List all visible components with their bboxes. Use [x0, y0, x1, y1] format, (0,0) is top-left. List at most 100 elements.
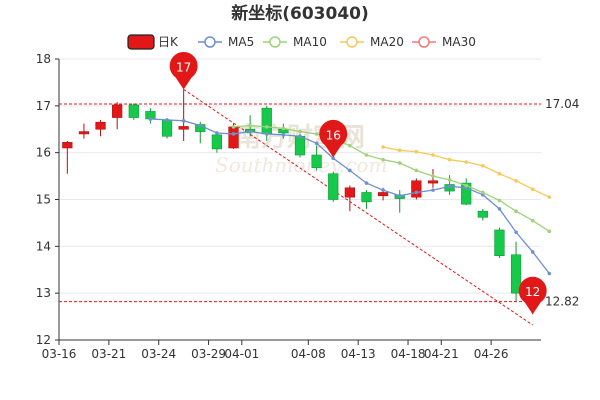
ma-point: [314, 141, 319, 146]
legend-item-ma20[interactable]: MA20: [340, 35, 404, 49]
x-tick-label: 03-21: [91, 347, 126, 361]
ma-point: [248, 123, 252, 128]
x-tick-label: 04-21: [424, 347, 459, 361]
candle-body: [211, 134, 223, 150]
ma-point: [381, 188, 385, 192]
candle-body: [494, 229, 505, 256]
legend-swatch-dot: [204, 36, 216, 48]
ma-point: [514, 178, 518, 183]
legend-label: MA10: [293, 35, 327, 49]
reference-line-label: 12.82: [545, 295, 579, 309]
legend-item-日k[interactable]: 日K: [127, 34, 179, 50]
ma-point: [514, 230, 518, 235]
candle-body: [477, 210, 488, 218]
candle-body: [62, 142, 73, 149]
candle: [161, 118, 173, 139]
legend-item-ma30[interactable]: MA30: [412, 35, 476, 49]
candle: [178, 89, 189, 141]
candle: [461, 178, 472, 206]
ma-point: [497, 198, 502, 203]
y-tick-label: 17: [36, 99, 51, 113]
legend-item-ma5[interactable]: MA5: [198, 35, 254, 49]
candle: [95, 119, 106, 137]
ma-point: [530, 187, 535, 191]
ma-point: [381, 145, 385, 149]
ma-point: [165, 118, 169, 122]
ma-point: [414, 168, 419, 173]
candle: [510, 241, 522, 302]
candle: [128, 103, 139, 120]
ma-point: [397, 161, 402, 165]
ma-point: [514, 209, 518, 214]
candle: [328, 171, 339, 202]
candle: [112, 102, 123, 130]
legend[interactable]: 日K MA5 MA10 MA20 MA30: [127, 34, 476, 50]
candle: [361, 190, 372, 209]
x-tick-label: 03-24: [141, 347, 176, 361]
ma-point: [314, 132, 319, 136]
candle-body: [377, 192, 389, 197]
candle-body: [461, 182, 472, 205]
price-markers: 17 16 12: [169, 51, 547, 315]
ma-point: [547, 229, 552, 234]
candle-body: [510, 254, 522, 294]
candle-body: [344, 187, 355, 198]
x-tick-label: 04-26: [474, 347, 509, 361]
ma-point: [447, 184, 452, 189]
ma-point: [497, 171, 502, 176]
ma-point: [364, 153, 369, 157]
ma-point: [414, 149, 419, 154]
ma-point: [348, 143, 352, 148]
ma-point: [381, 157, 385, 162]
x-tick-label: 04-18: [391, 347, 426, 361]
price-marker: 17: [169, 51, 198, 90]
price-marker: 12: [518, 276, 547, 315]
candle-body: [411, 180, 422, 198]
ma-point: [181, 119, 186, 123]
ma-point: [298, 134, 302, 139]
ma-point: [298, 129, 302, 134]
ma-point: [481, 163, 485, 168]
candle-body: [328, 173, 339, 200]
chart-title: 新坐标(603040): [231, 3, 369, 24]
x-tick-label: 04-01: [224, 347, 259, 361]
candle: [494, 227, 505, 259]
marker-pin-shape: [518, 276, 547, 315]
candle-body: [112, 104, 123, 118]
y-tick-label: 15: [36, 193, 51, 207]
marker-pin-shape: [319, 119, 348, 158]
ma-point: [431, 188, 435, 192]
reference-line-label: 17.04: [545, 97, 579, 111]
ma-point: [481, 190, 485, 195]
marker-label: 16: [326, 128, 341, 142]
legend-swatch-dot: [269, 36, 281, 48]
ma-series-ma20: [381, 145, 552, 199]
ma-point: [547, 195, 552, 199]
candle: [344, 185, 355, 212]
price-marker: 16: [319, 119, 348, 158]
legend-item-ma10[interactable]: MA10: [263, 35, 327, 49]
y-tick-label: 12: [36, 333, 51, 347]
ma-point: [215, 131, 219, 135]
ma-point: [464, 160, 469, 164]
ma-point: [464, 183, 469, 188]
marker-pin-shape: [169, 51, 198, 90]
legend-label: 日K: [158, 35, 179, 49]
ma-series-ma5: [148, 117, 552, 276]
legend-label: MA20: [370, 35, 404, 49]
x-tick-label: 03-29: [191, 347, 226, 361]
ma-point: [530, 250, 535, 254]
ma-point: [281, 126, 286, 131]
trend-line: [183, 89, 533, 326]
candle: [62, 140, 73, 174]
y-tick-label: 13: [36, 286, 51, 300]
legend-swatch-dot: [418, 36, 430, 48]
candle-body: [78, 131, 90, 135]
candle-body: [95, 121, 106, 130]
y-tick-label: 14: [36, 239, 51, 253]
y-tick-label: 16: [36, 146, 51, 160]
ma-point: [414, 190, 419, 195]
